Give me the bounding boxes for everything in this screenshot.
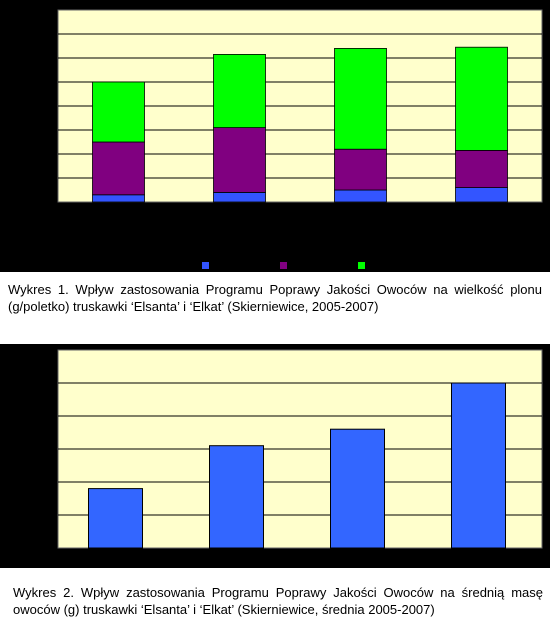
- chart-1-bar-segment: [213, 191, 266, 203]
- chart-1-legend-swatch: [202, 262, 209, 269]
- chart-1-legend-swatch: [358, 262, 365, 269]
- chart-2-bar: [451, 382, 506, 549]
- chart-1-bar-segment: [92, 81, 145, 143]
- chart-1-svg: [0, 0, 550, 272]
- chart-1-bar-segment: [455, 187, 508, 203]
- chart-2-bar: [88, 488, 143, 549]
- chart-2-svg: [0, 344, 550, 568]
- chart-1-bar-segment: [92, 141, 145, 196]
- chart-2-bar: [330, 428, 385, 549]
- chart-1-bar-segment: [334, 189, 387, 203]
- chart-2-bar: [209, 445, 264, 549]
- chart-1-bar-segment: [334, 48, 387, 150]
- chart-1: [0, 0, 550, 272]
- chart-1-bar-segment: [92, 194, 145, 203]
- chart-2: [0, 344, 550, 568]
- chart-1-bar-segment: [455, 149, 508, 188]
- chart-1-bar-segment: [455, 46, 508, 151]
- chart-2-caption: Wykres 2. Wpływ zastosowania Programu Po…: [13, 585, 543, 617]
- chart-1-bar-segment: [213, 127, 266, 193]
- chart-1-bar-segment: [213, 54, 266, 128]
- chart-1-legend-swatch: [280, 262, 287, 269]
- chart-1-caption: Wykres 1. Wpływ zastosowania Programu Po…: [8, 282, 542, 314]
- chart-1-bar-segment: [334, 148, 387, 191]
